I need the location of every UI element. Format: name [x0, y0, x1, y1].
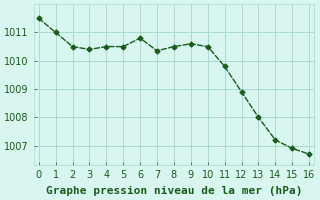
X-axis label: Graphe pression niveau de la mer (hPa): Graphe pression niveau de la mer (hPa): [46, 186, 302, 196]
